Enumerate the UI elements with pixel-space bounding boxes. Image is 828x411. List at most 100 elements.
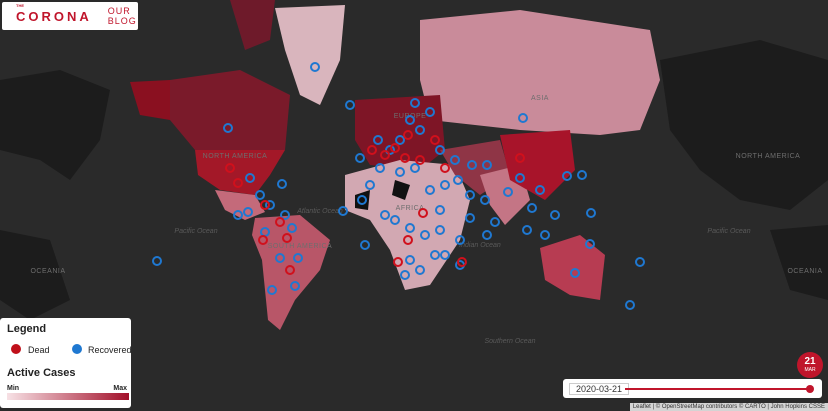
dead-marker [233, 178, 243, 188]
map-label: Atlantic Ocean [296, 208, 343, 215]
country [392, 180, 410, 200]
recovered-marker [425, 107, 435, 117]
country [275, 5, 345, 105]
timeline[interactable]: 2020-03-21 [563, 379, 822, 398]
recovered-marker [267, 285, 277, 295]
recovered-marker [440, 250, 450, 260]
recovered-marker [625, 300, 635, 310]
country [420, 10, 660, 135]
dead-swatch [11, 344, 21, 354]
country [355, 190, 370, 210]
recovered-marker [515, 173, 525, 183]
map-label: Pacific Ocean [174, 228, 217, 235]
map-label: Indian Ocean [459, 242, 501, 249]
recovered-marker [345, 100, 355, 110]
recovered-marker [430, 250, 440, 260]
recovered-marker [465, 213, 475, 223]
scale-min: Min [7, 385, 20, 392]
dead-marker [258, 235, 268, 245]
dead-marker [415, 155, 425, 165]
recovered-marker [450, 155, 460, 165]
recovered-marker [585, 239, 595, 249]
recovered-marker [243, 207, 253, 217]
recovered-marker [480, 195, 490, 205]
map-label: SOUTH AMERICA [268, 243, 332, 250]
track [625, 388, 811, 390]
month: MAR [804, 367, 816, 373]
dead-marker [418, 208, 428, 218]
dead-marker [515, 153, 525, 163]
recovered-marker [440, 180, 450, 190]
recovered-marker [455, 235, 465, 245]
recovered-marker [570, 268, 580, 278]
legend-item: Dead [28, 345, 50, 355]
logo-text: CORONA [16, 8, 92, 24]
recovered-marker [410, 98, 420, 108]
country [170, 70, 290, 150]
map-label: OCEANIA [30, 268, 65, 275]
land [0, 70, 110, 180]
recovered-marker [415, 265, 425, 275]
recovered-marker [522, 225, 532, 235]
recovered-marker [338, 206, 348, 216]
country [230, 0, 275, 50]
land [660, 40, 828, 210]
recovered-marker [410, 163, 420, 173]
knob[interactable] [806, 385, 814, 393]
nav-link[interactable]: OUR BLOG [107, 6, 137, 26]
recovered-marker [465, 190, 475, 200]
logo[interactable]: THE CORONA [16, 3, 92, 24]
recovered-marker [562, 171, 572, 181]
map-label: Pacific Ocean [707, 228, 750, 235]
map-label: NORTH AMERICA [203, 153, 268, 160]
recovered-marker [265, 200, 275, 210]
map-label: Southern Ocean [485, 338, 536, 345]
recovered-marker [310, 62, 320, 72]
map-label: AFRICA [396, 205, 425, 212]
scale-max: Max [113, 385, 127, 392]
dead-marker [430, 135, 440, 145]
recovered-marker [635, 257, 645, 267]
dead-marker [403, 235, 413, 245]
country [540, 235, 605, 300]
recovered-marker [467, 160, 477, 170]
recovered-marker [435, 205, 445, 215]
recovered-marker [482, 160, 492, 170]
dead-marker [390, 143, 400, 153]
recovered-swatch [72, 344, 82, 354]
recovered-marker [375, 163, 385, 173]
recovered-marker [360, 240, 370, 250]
date-badge: 21 MAR [797, 352, 823, 378]
recovered-marker [482, 230, 492, 240]
land [0, 230, 70, 320]
recovered-marker [425, 185, 435, 195]
recovered-marker [540, 230, 550, 240]
recovered-marker [550, 210, 560, 220]
dead-marker [380, 150, 390, 160]
dead-marker [457, 257, 467, 267]
land [770, 225, 828, 300]
scale-title: Active Cases [7, 367, 76, 379]
recovered-marker [490, 217, 500, 227]
country [252, 215, 330, 330]
recovered-marker [385, 145, 395, 155]
recovered-marker [400, 270, 410, 280]
recovered-marker [415, 125, 425, 135]
recovered-marker [405, 115, 415, 125]
dead-marker [440, 163, 450, 173]
recovered-marker [435, 225, 445, 235]
dead-marker [367, 145, 377, 155]
dead-marker [275, 217, 285, 227]
dead-marker [282, 233, 292, 243]
recovered-marker [435, 145, 445, 155]
recovered-marker [223, 123, 233, 133]
attribution[interactable]: Leaflet | © OpenStreetMap contributors ©… [629, 403, 828, 411]
country [130, 80, 170, 120]
map-label: ASIA [531, 95, 549, 102]
recovered-marker [255, 190, 265, 200]
recovered-marker [405, 223, 415, 233]
recovered-marker [290, 281, 300, 291]
recovered-marker [405, 255, 415, 265]
